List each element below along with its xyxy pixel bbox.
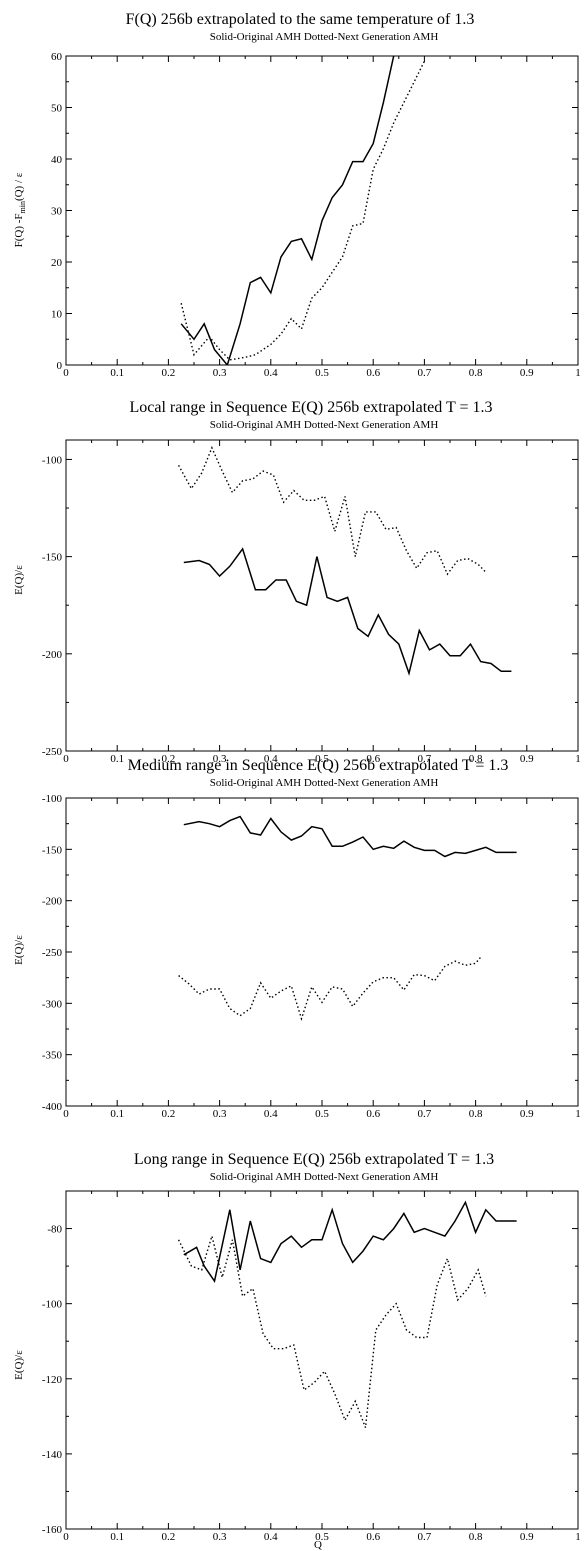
x-tick-label: 0.4 bbox=[264, 1108, 278, 1120]
chart-title: Medium range in Sequence E(Q) 256b extra… bbox=[128, 757, 509, 774]
y-tick-label: 20 bbox=[51, 257, 63, 269]
x-tick-label: 0.2 bbox=[162, 1108, 176, 1120]
y-axis-label: E(Q)/ε bbox=[13, 1350, 25, 1380]
x-tick-label: 0.1 bbox=[110, 367, 124, 379]
y-tick-label: 0 bbox=[57, 360, 63, 372]
y-tick-label: -250 bbox=[42, 947, 63, 959]
y-tick-label: -100 bbox=[42, 793, 63, 805]
series-line-original-amh bbox=[183, 547, 512, 676]
chart-medium-range: Medium range in Sequence E(Q) 256b extra… bbox=[13, 757, 581, 1120]
y-tick-label: -150 bbox=[42, 844, 63, 856]
x-tick-label: 1 bbox=[575, 1108, 581, 1120]
x-tick-label: 1 bbox=[575, 367, 581, 379]
x-tick-label: 0.7 bbox=[418, 753, 432, 765]
x-tick-label: 0.7 bbox=[418, 1108, 432, 1120]
y-tick-label: -250 bbox=[42, 746, 63, 758]
x-tick-label: 0.4 bbox=[264, 753, 278, 765]
series-line-original-amh bbox=[183, 815, 517, 858]
x-tick-label: 0.6 bbox=[366, 1108, 380, 1120]
y-tick-label: -150 bbox=[42, 552, 63, 564]
x-tick-label: 0.9 bbox=[520, 1531, 534, 1543]
series-line-next-generation-amh bbox=[178, 956, 482, 1022]
x-tick-label: 0.4 bbox=[264, 1531, 278, 1543]
y-tick-label: -100 bbox=[42, 1299, 63, 1311]
x-tick-label: 0.2 bbox=[162, 367, 176, 379]
x-tick-label: 0.9 bbox=[520, 1108, 534, 1120]
x-tick-label: 0.4 bbox=[264, 367, 278, 379]
x-tick-label: 0.3 bbox=[213, 1531, 227, 1543]
x-tick-label: 0.9 bbox=[520, 753, 534, 765]
x-tick-label: 0.8 bbox=[469, 367, 483, 379]
chart-long-range: Long range in Sequence E(Q) 256b extrapo… bbox=[13, 1151, 581, 1551]
y-tick-label: 60 bbox=[51, 51, 63, 63]
y-tick-label: -160 bbox=[42, 1524, 63, 1536]
x-tick-label: 0.6 bbox=[366, 1531, 380, 1543]
chart-subtitle: Solid-Original AMH Dotted-Next Generatio… bbox=[210, 419, 439, 431]
y-tick-label: -350 bbox=[42, 1050, 63, 1062]
x-tick-label: 0.8 bbox=[469, 753, 483, 765]
x-tick-label: 0.7 bbox=[418, 1531, 432, 1543]
y-tick-label: -300 bbox=[42, 998, 63, 1010]
chart-title: Local range in Sequence E(Q) 256b extrap… bbox=[130, 399, 493, 416]
chart-local-range: Local range in Sequence E(Q) 256b extrap… bbox=[13, 399, 581, 765]
x-tick-label: 0.3 bbox=[213, 367, 227, 379]
series-line-next-generation-amh bbox=[177, 1233, 487, 1428]
chart-title: Long range in Sequence E(Q) 256b extrapo… bbox=[134, 1151, 494, 1168]
plot-frame bbox=[65, 55, 579, 366]
y-tick-label: -100 bbox=[42, 454, 63, 466]
x-tick-label: 0.5 bbox=[315, 1531, 329, 1543]
y-tick-label: 30 bbox=[51, 206, 63, 218]
x-tick-label: 0 bbox=[63, 753, 69, 765]
chart-subtitle: Solid-Original AMH Dotted-Next Generatio… bbox=[210, 777, 439, 789]
x-tick-label: 0.3 bbox=[213, 753, 227, 765]
x-tick-label: 0.5 bbox=[315, 1108, 329, 1120]
chart-subtitle: Solid-Original AMH Dotted-Next Generatio… bbox=[210, 1171, 439, 1183]
chart-free-energy: F(Q) 256b extrapolated to the same tempe… bbox=[13, 11, 581, 379]
y-tick-label: -120 bbox=[42, 1374, 63, 1386]
x-tick-label: 0.1 bbox=[110, 1531, 124, 1543]
y-axis-label: E(Q)/ε bbox=[13, 565, 25, 595]
x-tick-label: 0.7 bbox=[418, 367, 432, 379]
x-tick-label: 0.8 bbox=[469, 1108, 483, 1120]
y-tick-label: -200 bbox=[42, 896, 63, 908]
x-tick-label: 0.1 bbox=[110, 1108, 124, 1120]
y-tick-label: 40 bbox=[51, 154, 63, 166]
series-line-original-amh bbox=[183, 1200, 517, 1283]
x-tick-label: 0.2 bbox=[162, 1531, 176, 1543]
x-tick-label: 0.6 bbox=[366, 753, 380, 765]
x-tick-label: 0.8 bbox=[469, 1531, 483, 1543]
chart-subtitle: Solid-Original AMH Dotted-Next Generatio… bbox=[210, 31, 439, 43]
series-line-next-generation-amh bbox=[177, 446, 487, 576]
x-tick-label: 0.5 bbox=[315, 753, 329, 765]
plot-frame bbox=[65, 797, 579, 1107]
x-tick-label: 0.5 bbox=[315, 367, 329, 379]
y-axis-label: F(Q) -Fmin(Q) / ε bbox=[13, 172, 27, 247]
x-tick-label: 0.3 bbox=[213, 1108, 227, 1120]
series-line-original-amh bbox=[180, 56, 395, 365]
x-tick-label: 0.1 bbox=[110, 753, 124, 765]
y-tick-label: -200 bbox=[42, 649, 63, 661]
x-tick-label: 0 bbox=[63, 367, 69, 379]
y-tick-label: -80 bbox=[47, 1224, 62, 1236]
x-tick-label: 1 bbox=[575, 1531, 581, 1543]
plot-frame bbox=[65, 439, 579, 752]
x-axis-label: Q bbox=[314, 1539, 322, 1551]
y-tick-label: 50 bbox=[51, 103, 63, 115]
y-tick-label: -140 bbox=[42, 1449, 63, 1461]
x-tick-label: 0 bbox=[63, 1531, 69, 1543]
x-tick-label: 0.6 bbox=[366, 367, 380, 379]
chart-title: F(Q) 256b extrapolated to the same tempe… bbox=[126, 11, 475, 28]
x-tick-label: 0.9 bbox=[520, 367, 534, 379]
plot-frame bbox=[65, 1190, 579, 1530]
x-tick-label: 1 bbox=[575, 753, 581, 765]
x-tick-label: 0.2 bbox=[162, 753, 176, 765]
y-axis-label: E(Q)/ε bbox=[13, 935, 25, 965]
x-tick-label: 0 bbox=[63, 1108, 69, 1120]
y-tick-label: -400 bbox=[42, 1101, 63, 1113]
y-tick-label: 10 bbox=[51, 309, 63, 321]
series-line-next-generation-amh bbox=[180, 60, 426, 361]
